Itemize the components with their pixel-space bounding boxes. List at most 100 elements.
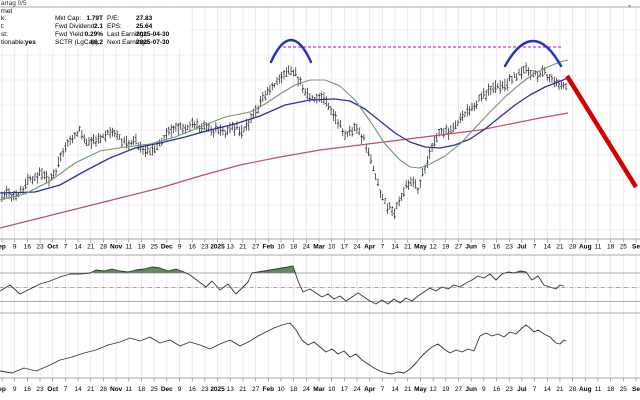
x-axis-label-bottom: Nov bbox=[110, 386, 123, 393]
x-axis-label-bottom: 14 bbox=[391, 386, 399, 393]
x-axis-label-bottom: 10 bbox=[277, 386, 285, 393]
x-axis-label-main: 21 bbox=[556, 244, 564, 251]
projection-arrow-line bbox=[565, 74, 638, 189]
x-axis-label-main: 16 bbox=[493, 244, 501, 251]
indicator1-fill bbox=[93, 267, 190, 273]
x-axis-label-bottom: 21 bbox=[87, 386, 95, 393]
x-axis-label-bottom: 14 bbox=[544, 386, 552, 393]
x-axis-label-main: 21 bbox=[404, 244, 412, 251]
x-axis-label-main: 9 bbox=[482, 244, 486, 251]
x-axis-label-main: 25 bbox=[620, 244, 628, 251]
x-axis-label-bottom: Jul bbox=[517, 386, 527, 393]
x-axis-label-bottom: 18 bbox=[138, 386, 146, 393]
x-axis-label-main: 23 bbox=[36, 244, 44, 251]
x-axis-label-main: 13 bbox=[227, 244, 235, 251]
x-axis-label-main: Feb bbox=[262, 244, 274, 251]
x-axis-label-main: 16 bbox=[189, 244, 197, 251]
x-axis-label-bottom: 21 bbox=[556, 386, 564, 393]
x-axis-label-main: Jun bbox=[465, 244, 477, 251]
x-axis-label-main: 28 bbox=[569, 244, 577, 251]
corner-collapse-icon: ▼ bbox=[627, 4, 632, 10]
x-axis-label-main: Se bbox=[632, 244, 640, 251]
x-axis-label-main: 14 bbox=[74, 244, 82, 251]
x-axis-label-bottom: 28 bbox=[569, 386, 577, 393]
x-axis-label-main: Oct bbox=[47, 244, 59, 251]
x-axis-label-main: ep bbox=[0, 244, 6, 251]
x-axis-label-main: 21 bbox=[87, 244, 95, 251]
x-axis-label-main: 24 bbox=[353, 244, 361, 251]
price-bars bbox=[0, 62, 568, 220]
x-axis-label-bottom: 10 bbox=[328, 386, 336, 393]
x-axis-label-bottom: 9 bbox=[178, 386, 182, 393]
x-axis-label-main: 25 bbox=[151, 244, 159, 251]
x-axis-label-main: 28 bbox=[100, 244, 108, 251]
x-axis-label-main: May bbox=[414, 244, 427, 251]
x-axis-label-bottom: 7 bbox=[381, 386, 385, 393]
x-axis-label-bottom: 12 bbox=[430, 386, 438, 393]
x-axis-label-bottom: 9 bbox=[482, 386, 486, 393]
x-axis-label-bottom: 7 bbox=[64, 386, 68, 393]
x-axis-label-bottom: 23 bbox=[201, 386, 209, 393]
x-axis-label-bottom: 27 bbox=[252, 386, 260, 393]
x-axis-label-bottom: 11 bbox=[125, 386, 132, 393]
x-axis-label-bottom: 9 bbox=[13, 386, 17, 393]
x-axis-label-main: 23 bbox=[201, 244, 209, 251]
x-axis-label-main: 10 bbox=[277, 244, 285, 251]
x-axis-label-bottom: Feb bbox=[262, 386, 274, 393]
x-axis-label-bottom: 11 bbox=[595, 386, 602, 393]
x-axis-label-main: 27 bbox=[252, 244, 260, 251]
x-axis-label-main: 7 bbox=[64, 244, 68, 251]
x-axis-label-main: Dec bbox=[161, 244, 173, 251]
x-axis-label-main: 2025 bbox=[210, 244, 225, 251]
x-axis-label-main: 18 bbox=[607, 244, 615, 251]
x-axis-label-main: Apr bbox=[364, 244, 376, 251]
x-axis-label-bottom: 24 bbox=[303, 386, 311, 393]
x-axis-label-bottom: May bbox=[414, 386, 427, 393]
x-axis-label-main: 14 bbox=[391, 244, 399, 251]
x-axis-label-bottom: 18 bbox=[290, 386, 298, 393]
x-axis-label-main: 18 bbox=[290, 244, 298, 251]
ma-fast-green-line bbox=[0, 59, 569, 201]
x-axis-label-bottom: 2025 bbox=[210, 386, 225, 393]
x-axis-label-bottom: 25 bbox=[620, 386, 628, 393]
x-axis-label-main: 23 bbox=[506, 244, 514, 251]
x-axis-label-main: 12 bbox=[430, 244, 438, 251]
x-axis-label-main: Jul bbox=[517, 244, 527, 251]
x-axis-label-bottom: Se bbox=[632, 386, 640, 393]
x-axis-label-main: 10 bbox=[328, 244, 336, 251]
x-axis-label-main: 24 bbox=[303, 244, 311, 251]
x-axis-label-bottom: 13 bbox=[227, 386, 235, 393]
x-axis-label-bottom: 23 bbox=[506, 386, 514, 393]
x-axis-label-bottom: 24 bbox=[353, 386, 361, 393]
ma-slow-blue-line bbox=[0, 77, 569, 194]
x-axis-label-bottom: Mar bbox=[313, 386, 325, 393]
x-axis-label-bottom: 16 bbox=[189, 386, 197, 393]
x-axis-label-main: Aug bbox=[579, 244, 592, 251]
x-axis-label-main: Mar bbox=[313, 244, 325, 251]
x-axis-label-bottom: 23 bbox=[36, 386, 44, 393]
rounded-top-arc-1 bbox=[269, 39, 313, 64]
x-axis-label-main: 18 bbox=[138, 244, 146, 251]
x-axis-label-main: 21 bbox=[239, 244, 247, 251]
x-axis-label-bottom: 28 bbox=[100, 386, 108, 393]
x-axis-label-main: 11 bbox=[125, 244, 132, 251]
x-axis-label-bottom: Apr bbox=[364, 386, 376, 393]
x-axis-label-main: 17 bbox=[341, 244, 349, 251]
x-axis-label-main: 9 bbox=[178, 244, 182, 251]
x-axis-label-main: 7 bbox=[533, 244, 537, 251]
x-axis-label-bottom: 19 bbox=[442, 386, 450, 393]
x-axis-label-bottom: 25 bbox=[151, 386, 159, 393]
x-axis-label-bottom: Jun bbox=[465, 386, 477, 393]
x-axis-label-bottom: Oct bbox=[47, 386, 59, 393]
x-axis-label-bottom: 21 bbox=[239, 386, 247, 393]
x-axis-label-bottom: 7 bbox=[533, 386, 537, 393]
x-axis-label-bottom: 16 bbox=[493, 386, 501, 393]
ma-long-red-line bbox=[0, 112, 569, 229]
x-axis-label-main: 9 bbox=[13, 244, 17, 251]
x-axis-label-bottom: 18 bbox=[607, 386, 615, 393]
x-axis-label-bottom: 17 bbox=[341, 386, 349, 393]
x-axis-label-bottom: Aug bbox=[579, 386, 592, 393]
x-axis-label-bottom: 21 bbox=[404, 386, 412, 393]
x-axis-label-bottom: 16 bbox=[24, 386, 32, 393]
indicator2-line bbox=[0, 322, 567, 375]
